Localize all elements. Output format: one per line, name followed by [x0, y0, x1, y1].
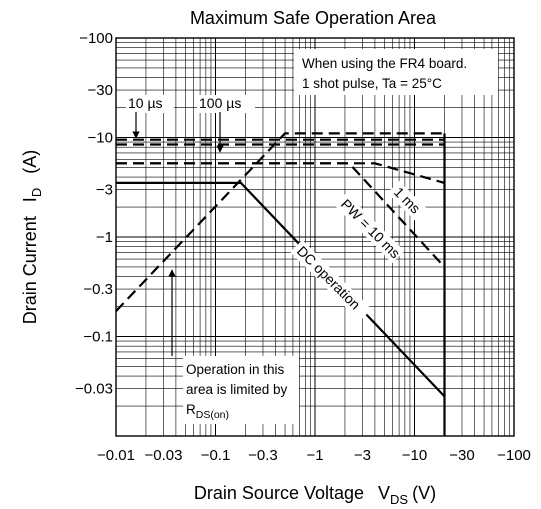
y-axis-label: Drain CurrentID(A): [20, 150, 44, 324]
y-tick-label: −30: [88, 82, 113, 99]
rds-line-3: RDS(on): [186, 402, 229, 421]
y-tick-label: −0.3: [83, 281, 113, 298]
label-10ms-bg: [334, 192, 405, 263]
x-axis-label: Drain Source Voltage VDS (V): [194, 483, 436, 507]
y-tick-label: −1: [96, 229, 113, 246]
label-10us: 10 µs: [128, 95, 163, 111]
x-tick-label: −0.3: [248, 447, 278, 464]
note-box: [294, 49, 498, 95]
rds-line-1: Operation in this: [186, 362, 285, 377]
label-10us-bg: [126, 95, 174, 113]
plot-frame: [115, 37, 515, 437]
x-tick-label: −3: [354, 447, 371, 464]
x-tick-label: −10: [402, 447, 427, 464]
x-tick-labels: −0.01 −0.03 −0.1 −0.3 −1 −3 −10 −30 −100: [97, 447, 531, 464]
label-dc-bg: [290, 239, 372, 322]
y-tick-label: −100: [79, 30, 113, 47]
soa-curve: [116, 181, 446, 398]
y-tick-label: −0.03: [75, 381, 113, 398]
note-line-1: When using the FR4 board.: [302, 56, 467, 71]
label-dc: DC operation: [294, 243, 364, 313]
chart-title: Maximum Safe Operation Area: [190, 8, 437, 28]
soa-curve: [116, 162, 446, 268]
soa-curves: [115, 132, 446, 436]
rds-line-2: area is limited by: [186, 382, 288, 397]
y-tick-label: −3: [96, 182, 113, 199]
y-tick-label: −0.1: [83, 329, 113, 346]
rds-box: [183, 356, 299, 424]
x-tick-label: −100: [497, 447, 531, 464]
x-tick-label: −30: [449, 447, 474, 464]
label-1ms-bg: [387, 180, 430, 223]
x-tick-label: −0.01: [97, 447, 135, 464]
label-10ms: PW = 10 ms: [338, 196, 404, 262]
x-tick-label: −1: [306, 447, 323, 464]
label-100us-bg: [197, 95, 255, 113]
note-line-2: 1 shot pulse, Ta = 25°C: [302, 76, 442, 91]
y-tick-labels: −100 −30 −10 −3 −1 −0.3 −0.1 −0.03: [75, 30, 113, 398]
soa-curve: [116, 162, 445, 184]
x-tick-label: −0.1: [201, 447, 231, 464]
y-tick-label: −10: [88, 130, 113, 147]
soa-curve: [115, 132, 445, 312]
x-tick-label: −0.03: [144, 447, 182, 464]
label-100us: 100 µs: [199, 95, 241, 111]
